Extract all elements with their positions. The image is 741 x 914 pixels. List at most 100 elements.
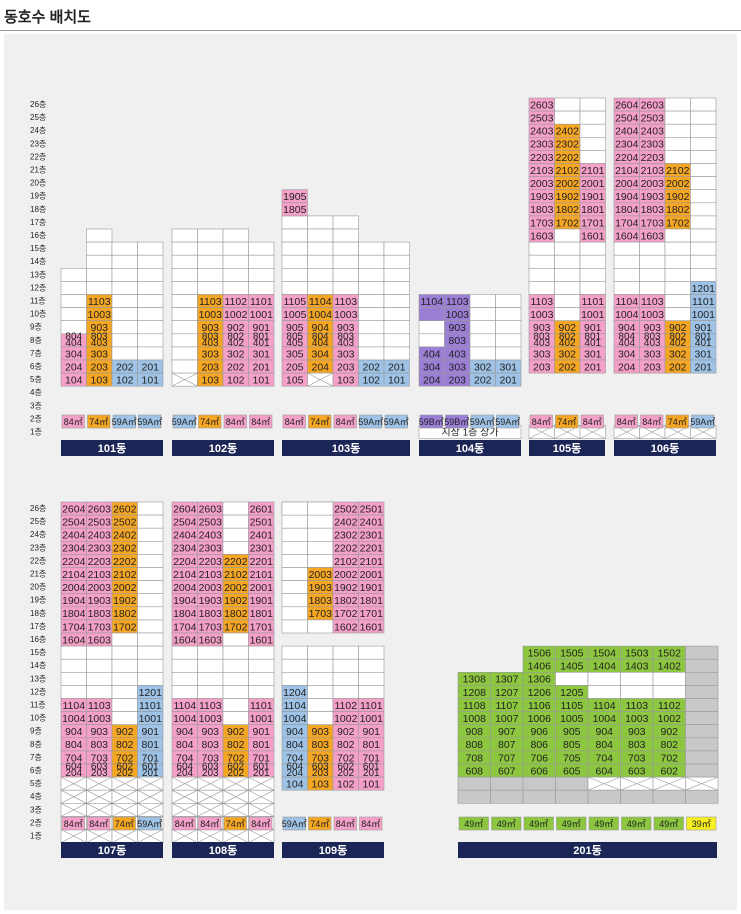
unit-cell bbox=[579, 97, 606, 112]
floor-label: 2층 bbox=[30, 818, 42, 827]
unit-number: 2202 bbox=[556, 152, 580, 164]
unit-number: 2002 bbox=[334, 569, 358, 581]
unit-type-label: 59A㎡ bbox=[282, 819, 307, 829]
unit-cell bbox=[137, 267, 164, 282]
unit-cell bbox=[137, 501, 164, 516]
unit-number: 303 bbox=[533, 348, 551, 360]
unit-number: 2202 bbox=[334, 543, 358, 555]
unit-type-legend bbox=[691, 414, 715, 429]
unit-cell bbox=[281, 658, 308, 673]
unit-number: 302 bbox=[669, 348, 687, 360]
unit-number: 704 bbox=[286, 752, 304, 764]
unit-cell bbox=[137, 254, 164, 269]
unit-cell bbox=[579, 267, 606, 282]
unit-number: 2603 bbox=[530, 99, 554, 111]
unit-number: 2503 bbox=[88, 516, 112, 528]
unit-number: 2403 bbox=[88, 530, 112, 542]
unit-number: 303 bbox=[643, 348, 661, 360]
unit-number: 1801 bbox=[360, 595, 384, 607]
unit-type-legend bbox=[112, 816, 136, 831]
unit-cell bbox=[197, 241, 224, 256]
unit-number: 202 bbox=[227, 768, 244, 779]
empty-cross bbox=[111, 789, 138, 804]
unit-number: 101 bbox=[362, 778, 380, 790]
unit-number: 2102 bbox=[666, 165, 690, 177]
unit-cell bbox=[690, 254, 717, 269]
unit-number: 701 bbox=[252, 752, 270, 764]
unit-number: 903 bbox=[643, 322, 661, 334]
unit-number: 1502 bbox=[658, 647, 682, 659]
unit-number: 1003 bbox=[625, 713, 649, 725]
building-bar bbox=[61, 440, 163, 456]
unit-number: 906 bbox=[530, 726, 548, 738]
unit-cell bbox=[307, 540, 334, 555]
unit-type-label: 74㎡ bbox=[226, 819, 245, 829]
unit-number: 103 bbox=[201, 374, 219, 386]
unit-number: 702 bbox=[337, 752, 355, 764]
unit-number: 803 bbox=[311, 739, 329, 751]
unit-number: 1903 bbox=[309, 582, 333, 594]
unit-number: 2304 bbox=[615, 139, 639, 151]
unit-number: 1701 bbox=[360, 608, 384, 620]
unit-number: 2402 bbox=[556, 126, 580, 138]
unit-cell bbox=[86, 254, 113, 269]
unit-number: 1902 bbox=[224, 595, 248, 607]
unit-number: 801 bbox=[584, 331, 601, 342]
unit-cell bbox=[171, 320, 198, 335]
unit-number: 603 bbox=[91, 762, 108, 773]
unit-number: 1101 bbox=[250, 296, 273, 308]
unit-cell bbox=[171, 267, 198, 282]
building-bar bbox=[529, 440, 605, 456]
unit-number: 202 bbox=[362, 361, 380, 373]
unit-number: 801 bbox=[253, 331, 270, 342]
empty-cross bbox=[137, 789, 164, 804]
unit-number: 804 bbox=[65, 739, 83, 751]
unit-cell bbox=[171, 346, 198, 361]
unit-number: 2104 bbox=[173, 569, 197, 581]
unit-type-label: 74㎡ bbox=[115, 819, 134, 829]
unit-number: 1103 bbox=[334, 296, 357, 308]
floor-label: 15층 bbox=[30, 648, 46, 657]
unit-cell bbox=[222, 540, 249, 555]
unit-number: 2003 bbox=[309, 569, 333, 581]
empty-cross bbox=[111, 829, 138, 843]
unit-cell bbox=[587, 789, 621, 804]
unit-number: 2002 bbox=[113, 582, 137, 594]
unit-number: 2303 bbox=[641, 139, 665, 151]
unit-number: 1001 bbox=[139, 713, 163, 725]
unit-number: 804 bbox=[595, 739, 613, 751]
unit-number: 1803 bbox=[530, 204, 554, 216]
unit-cell bbox=[613, 241, 640, 256]
unit-number: 704 bbox=[65, 752, 83, 764]
unit-type-label: 59A㎡ bbox=[470, 417, 495, 427]
unit-cell bbox=[383, 254, 410, 269]
unit-number: 1803 bbox=[641, 204, 665, 216]
unit-number: 803 bbox=[448, 335, 466, 347]
floor-label: 16층 bbox=[30, 635, 46, 644]
unit-number: 2603 bbox=[641, 99, 665, 111]
unit-type-legend bbox=[112, 414, 136, 429]
unit-type-legend bbox=[419, 414, 443, 429]
unit-number: 903 bbox=[628, 726, 646, 738]
unit-number: 1802 bbox=[113, 608, 137, 620]
unit-number: 701 bbox=[141, 752, 159, 764]
unit-cell bbox=[358, 267, 385, 282]
unit-cell bbox=[111, 632, 138, 647]
unit-number: 1702 bbox=[666, 217, 690, 229]
unit-type-legend bbox=[384, 414, 408, 429]
unit-type-label: 84㎡ bbox=[251, 417, 270, 427]
unit-cell bbox=[664, 110, 691, 125]
unit-number: 801 bbox=[362, 739, 380, 751]
unit-cell bbox=[248, 281, 275, 295]
unit-number: 404 bbox=[65, 338, 82, 349]
unit-number: 1004 bbox=[309, 309, 333, 321]
building-bar bbox=[61, 842, 163, 858]
unit-number: 2601 bbox=[250, 503, 274, 515]
unit-number: 401 bbox=[584, 338, 601, 349]
unit-number: 705 bbox=[563, 752, 581, 764]
unit-number: 1703 bbox=[641, 217, 665, 229]
unit-cell bbox=[281, 281, 308, 295]
unit-number: 103 bbox=[337, 374, 355, 386]
unit-cell bbox=[613, 267, 640, 282]
unit-cell bbox=[685, 671, 719, 686]
